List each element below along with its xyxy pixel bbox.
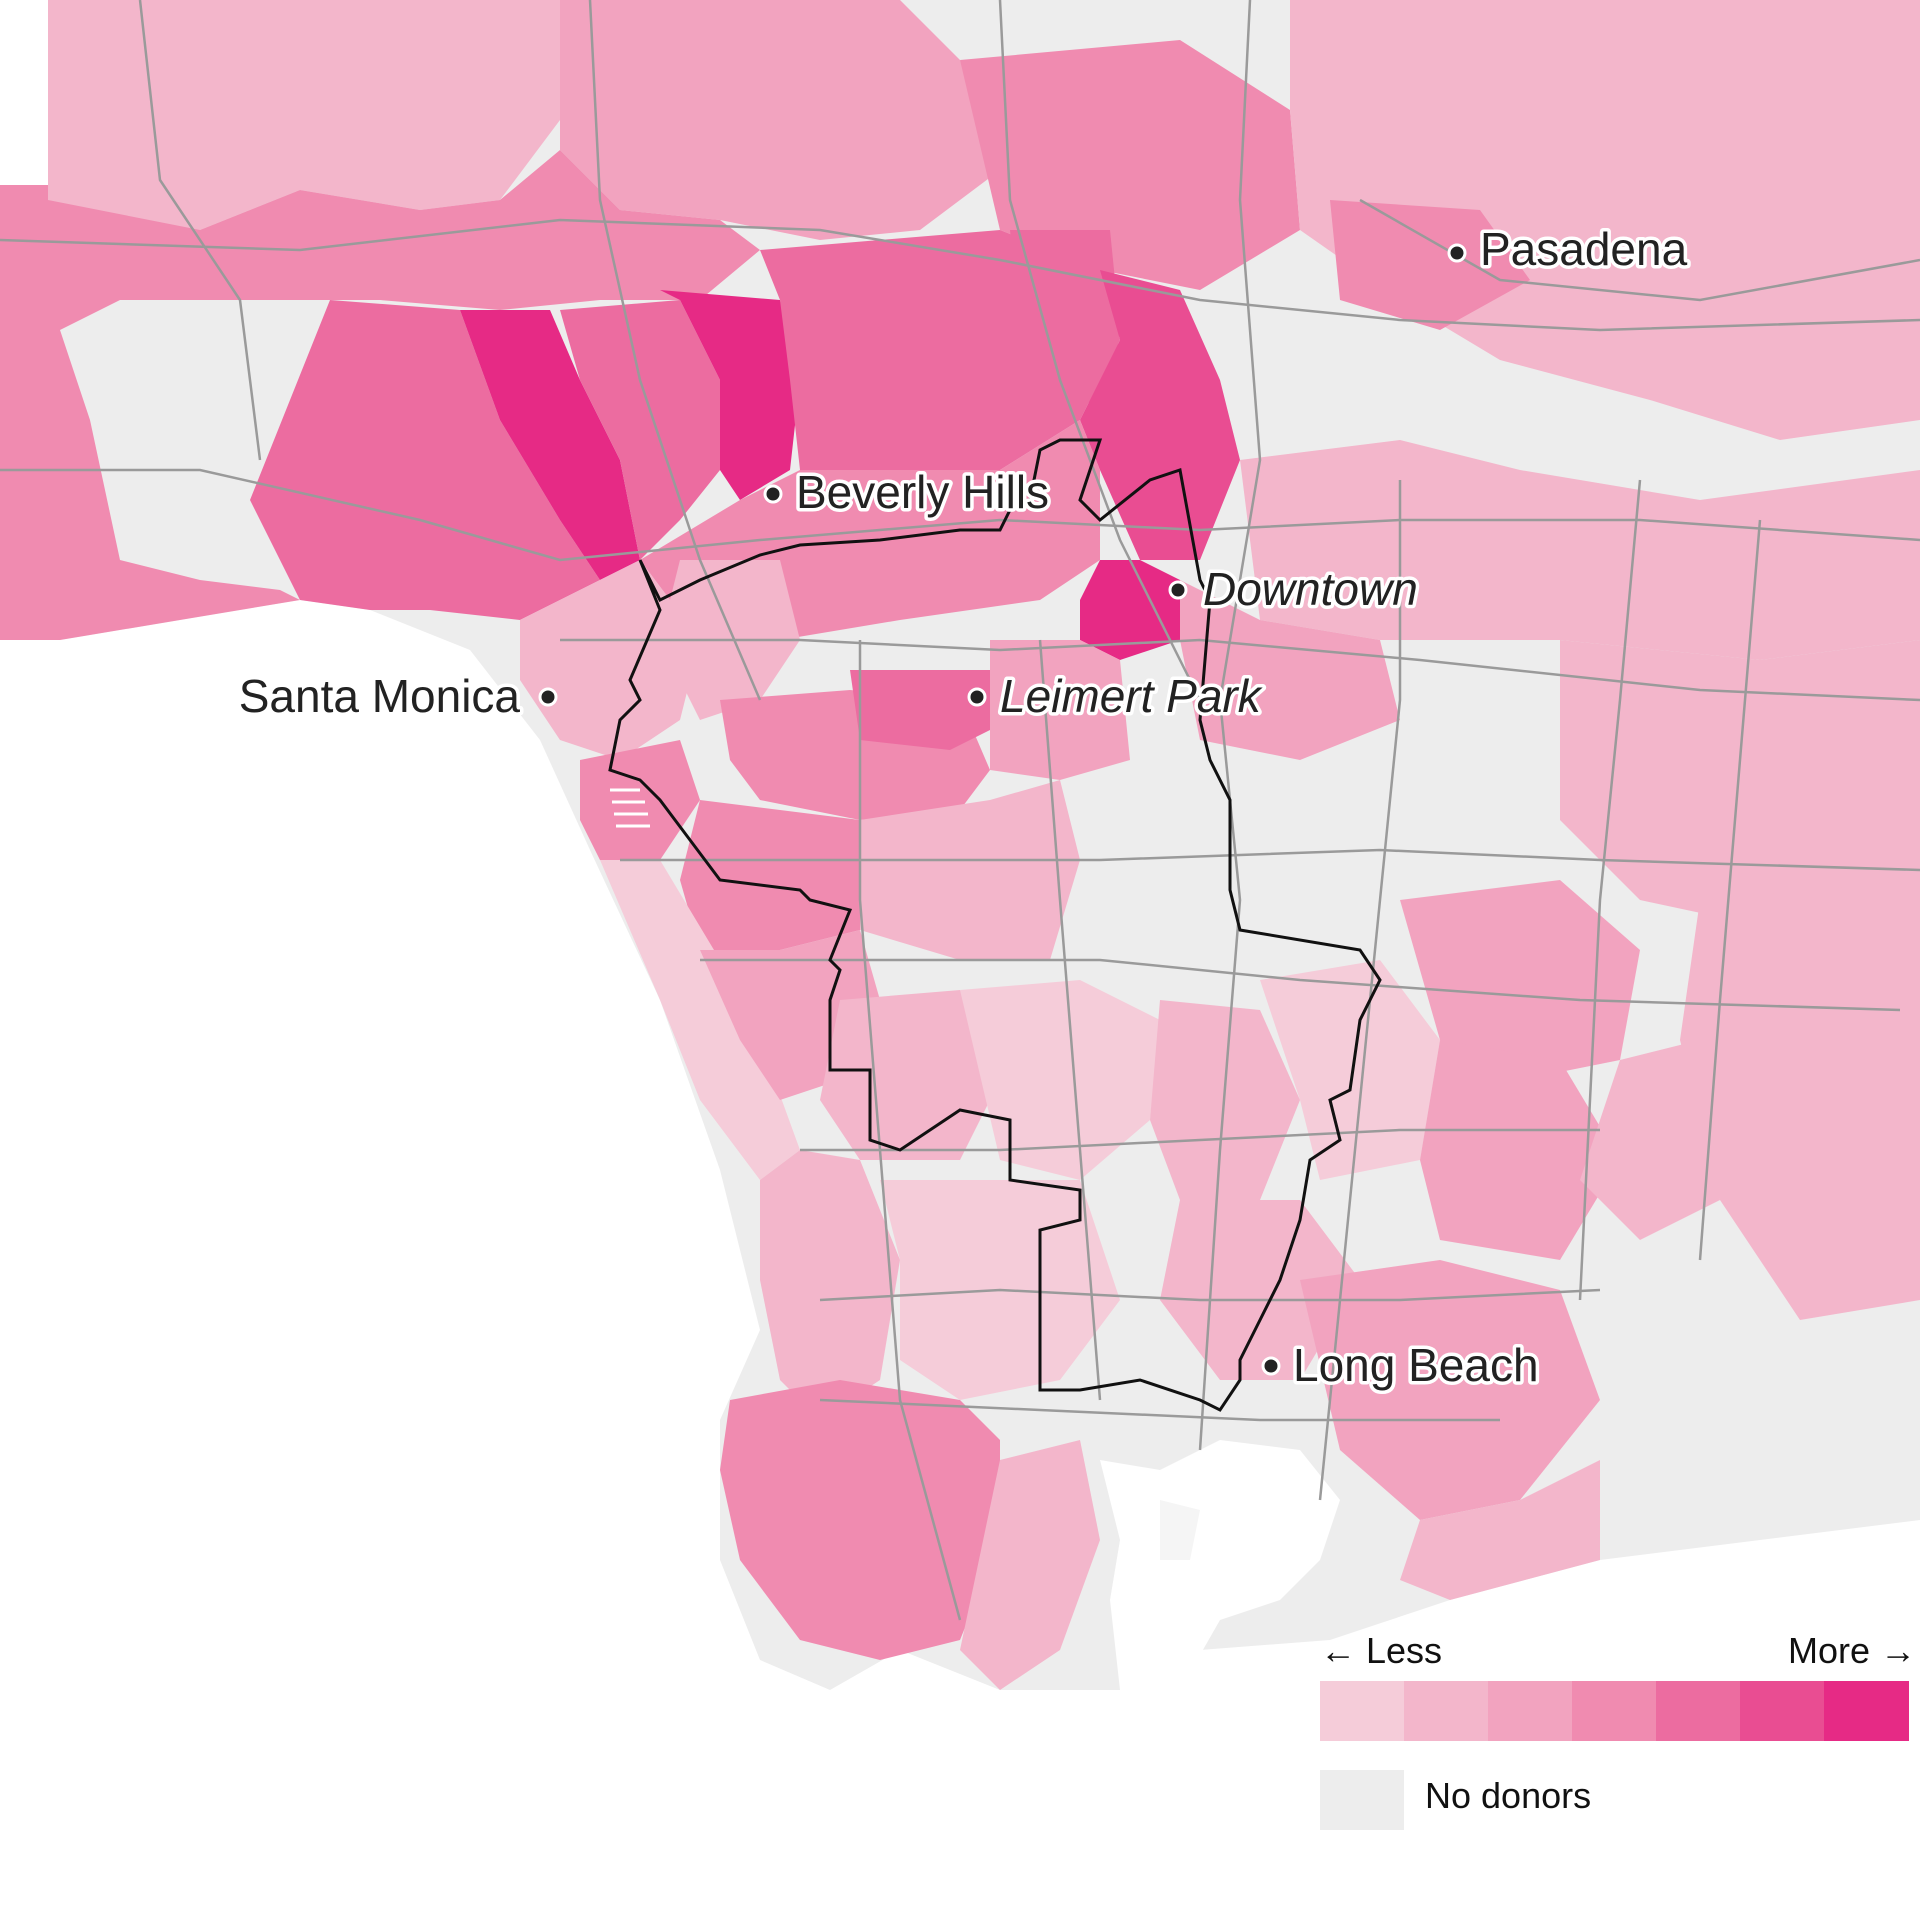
region-glendale — [960, 40, 1300, 290]
highway-network — [0, 0, 1920, 1621]
place-label: Downtown — [1203, 563, 1418, 615]
legend-no-data-swatch — [1320, 1770, 1404, 1830]
region-pasadena — [1330, 200, 1530, 330]
region-downtown — [1080, 560, 1180, 660]
region-east-la — [1240, 440, 1920, 660]
region-hollywood-hills — [660, 290, 800, 500]
region-silver-lake — [1080, 270, 1240, 560]
region-torrance-strip — [760, 1150, 900, 1420]
region-south-la — [990, 640, 1130, 780]
legend-swatch — [1488, 1681, 1573, 1741]
legend-no-data-label: No donors — [1425, 1775, 1592, 1816]
place-pasadena: Pasadena — [1447, 220, 1691, 279]
legend-swatch — [1824, 1681, 1909, 1741]
place-downtown: Downtown — [1168, 560, 1421, 619]
region-long-beach-south — [1400, 1460, 1600, 1600]
region-east-south — [1560, 640, 1920, 930]
legend-swatch — [1320, 1681, 1405, 1741]
place-dot — [1261, 1356, 1281, 1376]
legend-less-label: ← Less — [1320, 1630, 1443, 1671]
place-dot — [1447, 243, 1467, 263]
region-inglewood — [860, 780, 1080, 960]
region-bel-air — [560, 300, 720, 560]
legend-swatch — [1572, 1681, 1657, 1741]
region-north-east — [1290, 0, 1920, 440]
city-boundary — [608, 438, 1382, 1412]
region-hawthorne — [820, 990, 1000, 1160]
region-long-beach — [1300, 1260, 1600, 1520]
region-downey — [1420, 1040, 1620, 1260]
place-label: Leimert Park — [1000, 670, 1263, 722]
region-whittier — [1400, 880, 1640, 1080]
region-santa-monica — [520, 560, 700, 760]
place-label: Santa Monica — [239, 670, 521, 722]
place-label: Pasadena — [1480, 223, 1688, 275]
region-west-mid — [680, 800, 860, 950]
place-leimert-park: Leimert Park — [967, 667, 1266, 726]
port-area — [1100, 1440, 1340, 1690]
place-label: Long Beach — [1293, 1339, 1539, 1391]
place-label: Beverly Hills — [796, 466, 1049, 518]
region-valley-west — [48, 0, 560, 240]
place-dot — [538, 687, 558, 707]
place-dot — [1168, 580, 1188, 600]
region-west-la — [250, 300, 600, 620]
place-beverly-hills: Beverly Hills — [763, 463, 1053, 522]
region-leimert — [850, 670, 990, 750]
region-brentwood — [460, 310, 640, 580]
region-beach-cities-north — [600, 860, 800, 1180]
donor-regions — [0, 0, 1920, 1690]
region-los-feliz — [1010, 230, 1120, 410]
region-valley-north — [560, 0, 1000, 240]
region-southeast-far — [1680, 880, 1920, 1320]
region-east-strip — [1180, 580, 1400, 760]
place-long-beach: Long Beach — [1261, 1336, 1542, 1395]
region-malibu — [0, 330, 300, 640]
marina-channels — [610, 788, 650, 828]
legend-more-label: More → — [1787, 1630, 1916, 1671]
place-dot — [967, 687, 987, 707]
region-carson — [1160, 1200, 1360, 1380]
water-notch — [0, 0, 48, 185]
place-dot — [763, 484, 783, 504]
legend-swatch — [1740, 1681, 1825, 1741]
legend-swatch — [1656, 1681, 1741, 1741]
region-san-pedro — [960, 1440, 1100, 1690]
place-markers: Pasadena Beverly Hills Downtown Leimert … — [235, 220, 1691, 1395]
region-south-gate — [1260, 960, 1440, 1180]
region-palos-verdes — [720, 1380, 1000, 1660]
region-far-east-mid — [1580, 1040, 1720, 1240]
legend-swatch — [1404, 1681, 1489, 1741]
place-santa-monica: Santa Monica — [235, 667, 558, 726]
